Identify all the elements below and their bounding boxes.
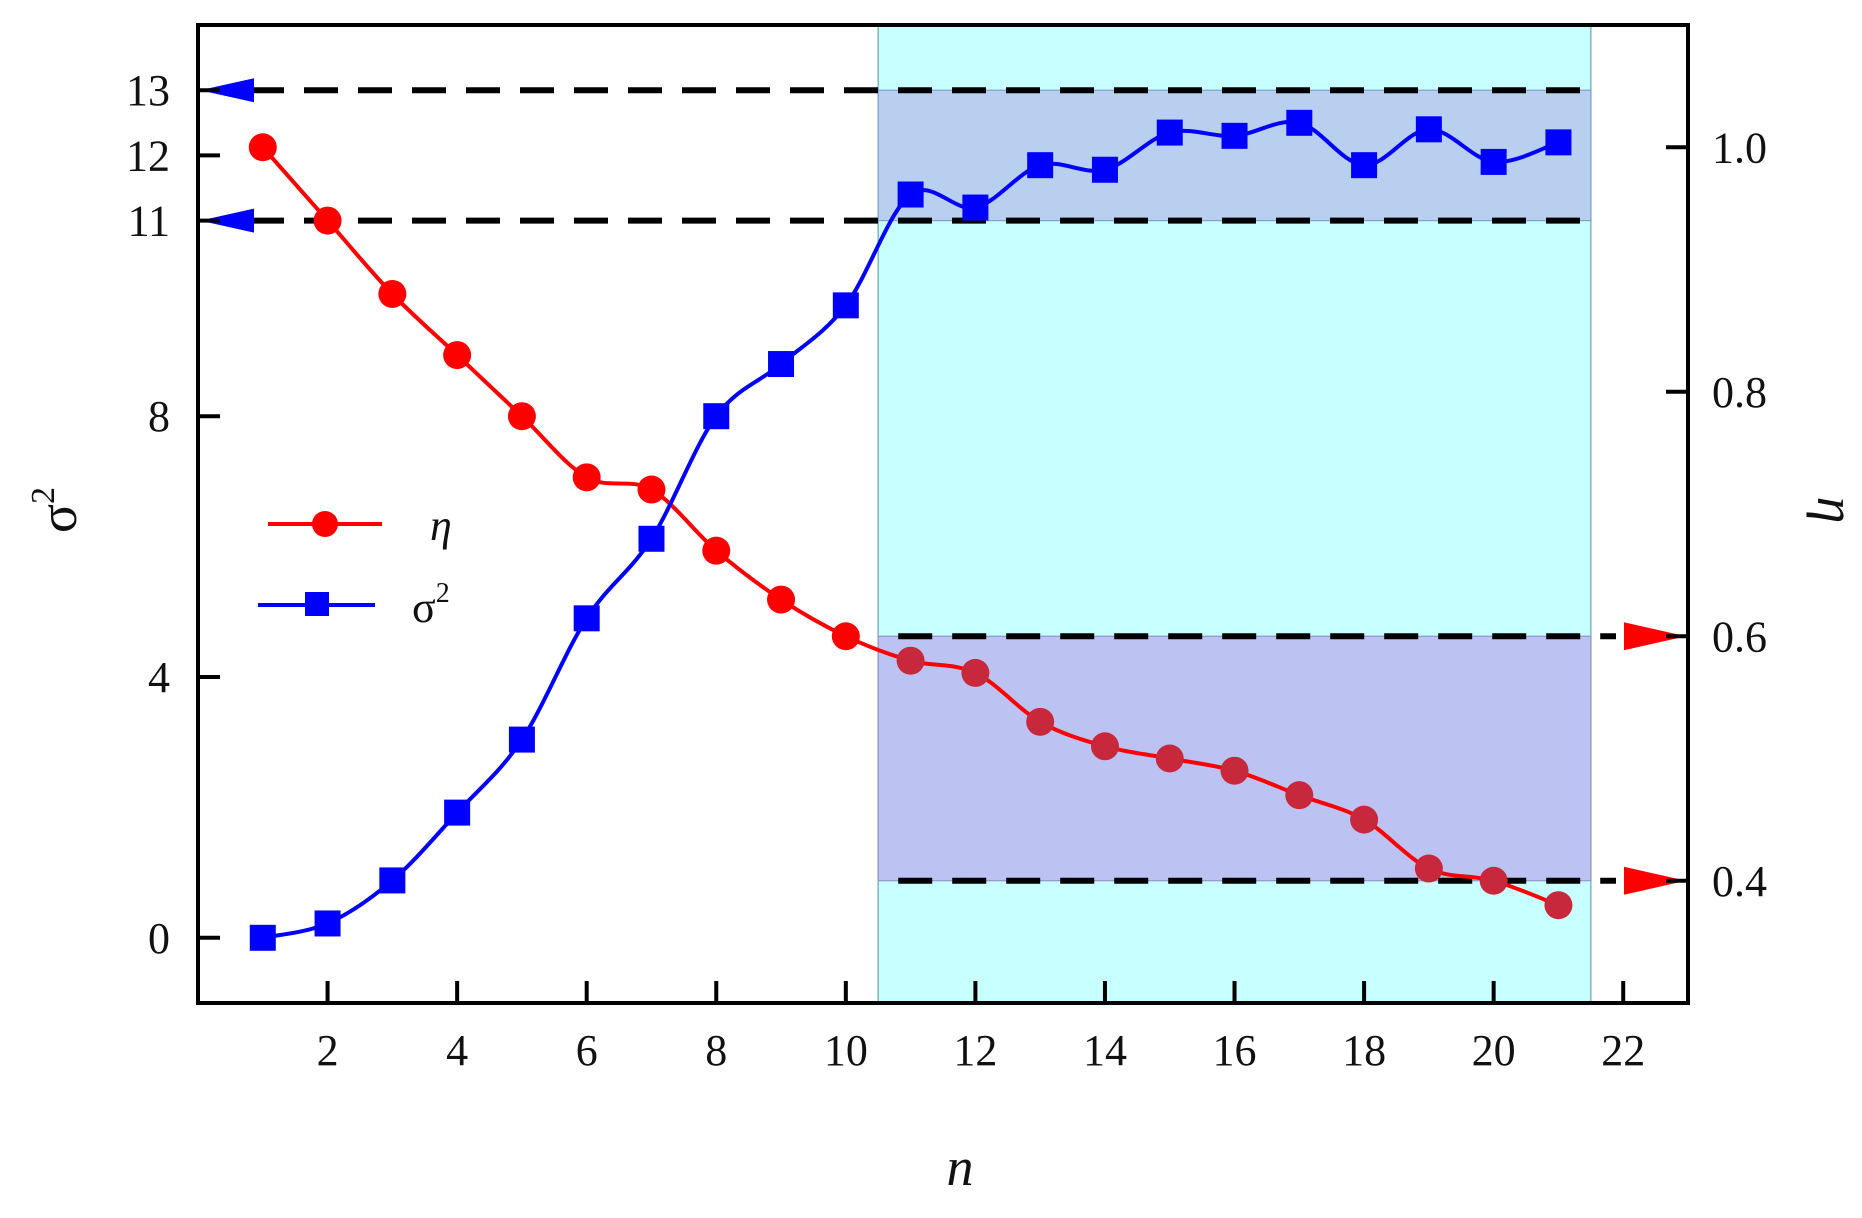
- series-0-point-10: [896, 646, 925, 675]
- x-axis-title: n: [947, 1137, 974, 1197]
- legend-eta-marker: [312, 511, 338, 537]
- series-1-point-17: [1351, 152, 1378, 179]
- series-1-point-16: [1286, 109, 1313, 136]
- series-0-point-4: [507, 402, 536, 431]
- series-0-point-15: [1220, 756, 1249, 785]
- series-0-point-16: [1285, 781, 1314, 810]
- series-1-point-10: [897, 181, 924, 208]
- series-1-point-7: [703, 403, 730, 430]
- series-1-point-19: [1480, 148, 1507, 175]
- series-1-point-3: [444, 799, 471, 826]
- series-0-point-8: [767, 585, 796, 614]
- legend-sigma-label-base: σ: [412, 583, 436, 632]
- series-0-point-18: [1414, 854, 1443, 883]
- x-tick-label-4: 4: [446, 1026, 468, 1075]
- series-1-point-4: [508, 726, 535, 753]
- series-0-point-11: [961, 658, 990, 687]
- legend-sigma-label-sup: 2: [436, 578, 450, 609]
- band-left-axis: [877, 89, 1592, 222]
- x-tick-label-6: 6: [576, 1026, 598, 1075]
- series-1-point-1: [314, 910, 341, 937]
- y-right-tick-label-0.8: 0.8: [1712, 368, 1767, 417]
- series-1-point-13: [1091, 156, 1118, 183]
- legend-sigma-marker: [305, 592, 329, 616]
- series-0-point-14: [1155, 744, 1184, 773]
- series-0-point-12: [1026, 707, 1055, 736]
- series-0-point-1: [313, 206, 342, 235]
- series-1-point-15: [1221, 122, 1248, 149]
- series-0-point-20: [1544, 891, 1573, 920]
- y-left-tick-label-4: 4: [148, 653, 170, 702]
- x-tick-label-10: 10: [824, 1026, 868, 1075]
- series-1-point-11: [962, 194, 989, 221]
- arrow-right-0.6: [1624, 622, 1686, 651]
- arrow-left-13: [200, 78, 254, 103]
- series-0-point-17: [1350, 805, 1379, 834]
- series-0-point-19: [1479, 866, 1508, 895]
- x-tick-label-20: 20: [1472, 1026, 1516, 1075]
- series-1-point-8: [768, 351, 795, 378]
- y-left-tick-label-8: 8: [148, 392, 170, 441]
- y-left-axis-title-base: σ: [28, 504, 88, 533]
- series-1-point-20: [1545, 129, 1572, 156]
- y-right-tick-label-0.4: 0.4: [1712, 857, 1767, 906]
- y-left-axis-title: σ2: [25, 487, 88, 533]
- series-1-point-2: [379, 867, 406, 894]
- arrow-left-11: [200, 208, 254, 233]
- plot-frame: [196, 23, 1690, 1005]
- x-tick-label-12: 12: [953, 1026, 997, 1075]
- arrow-right-0.4: [1624, 866, 1686, 895]
- series-1-point-18: [1415, 116, 1442, 143]
- series-0-point-3: [443, 341, 472, 370]
- series-1-point-6: [638, 525, 665, 552]
- series-1-point-5: [573, 605, 600, 632]
- x-tick-label-14: 14: [1083, 1026, 1127, 1075]
- y-right-tick-label-1: 1.0: [1712, 123, 1767, 172]
- y-left-axis-title-sup: 2: [25, 487, 62, 504]
- series-1-point-12: [1027, 152, 1054, 179]
- y-left-tick-label-0: 0: [148, 914, 170, 963]
- series-0-point-2: [378, 279, 407, 308]
- y-right-tick-label-0.6: 0.6: [1712, 612, 1767, 661]
- y-left-tick-label-12: 12: [126, 131, 170, 180]
- series-1-point-0: [249, 924, 276, 951]
- series-0-point-0: [248, 133, 277, 162]
- series-1-point-9: [832, 292, 859, 319]
- y-right-axis-title: η: [1806, 497, 1862, 524]
- x-tick-label-18: 18: [1342, 1026, 1386, 1075]
- series-0-point-13: [1090, 732, 1119, 761]
- x-tick-label-8: 8: [705, 1026, 727, 1075]
- legend-sigma-label: σ2: [412, 578, 450, 632]
- y-left-tick-label-11: 11: [128, 197, 170, 246]
- series-1-point-14: [1156, 119, 1183, 146]
- legend-eta-label: η: [430, 501, 452, 550]
- y-left-tick-label-13: 13: [126, 66, 170, 115]
- series-1-line: [262, 119, 1560, 940]
- legend: η σ2: [258, 501, 452, 632]
- series-0-point-6: [637, 475, 666, 504]
- x-tick-label-16: 16: [1213, 1026, 1257, 1075]
- x-tick-label-2: 2: [317, 1026, 339, 1075]
- x-tick-label-22: 22: [1601, 1026, 1645, 1075]
- series-0-point-5: [572, 463, 601, 492]
- series-0-point-9: [831, 622, 860, 651]
- series-0-point-7: [702, 536, 731, 565]
